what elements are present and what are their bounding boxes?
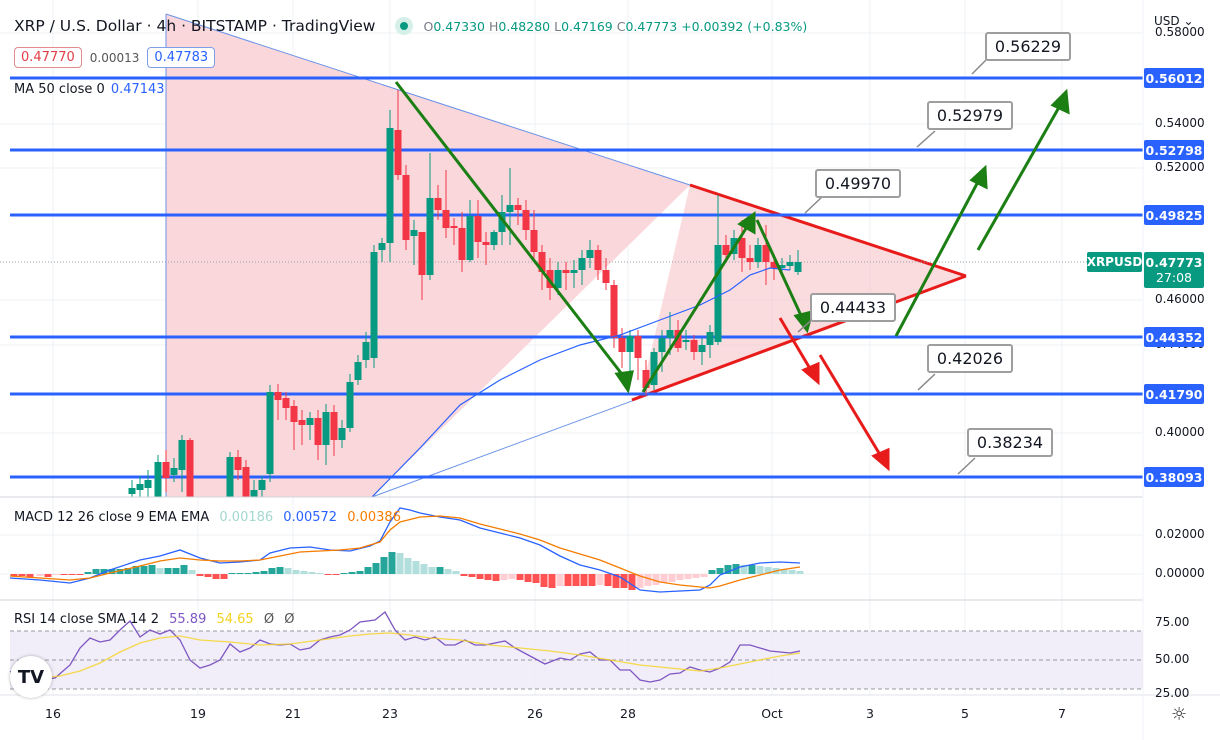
level-price-label: 0.38093 <box>1144 467 1204 487</box>
symbol-title[interactable]: XRP / U.S. Dollar · 4h · BITSTAMP · Trad… <box>14 17 376 35</box>
macd-histogram <box>10 552 804 590</box>
price-callout-box[interactable]: 0.38234 <box>967 428 1053 457</box>
rsi-tick: 50.00 <box>1155 652 1190 666</box>
price-callouts[interactable] <box>797 57 989 475</box>
rsi-line <box>9 611 801 683</box>
macd-line <box>9 507 801 593</box>
price-callout-box[interactable]: 0.44433 <box>810 293 896 322</box>
rsi-label: RSI 14 close SMA 14 2 <box>14 612 159 627</box>
current-price-label: 0.47773 27:08 <box>1144 252 1204 288</box>
price-tick: 0.46000 <box>1155 292 1205 306</box>
macd-signal-value: 0.00386 <box>347 510 401 525</box>
ohlc-values: O0.47330 H0.48280 L0.47169 C0.47773 +0.0… <box>423 18 808 34</box>
callout-0.49970 <box>804 196 823 214</box>
level-price-label: 0.49825 <box>1144 205 1204 225</box>
rsi-legend[interactable]: RSI 14 close SMA 14 2 55.89 54.65 Ø Ø <box>14 612 295 627</box>
price-tick: 0.58000 <box>1155 25 1205 39</box>
rsi-ma-value: 54.65 <box>216 612 254 627</box>
price-callout-box[interactable]: 0.49970 <box>815 169 901 198</box>
macd-label: MACD 12 26 close 9 EMA EMA <box>14 510 210 525</box>
buy-price-button[interactable]: 0.47783 <box>147 47 216 68</box>
callout-0.56229 <box>971 57 989 75</box>
settings-gear-icon[interactable]: ☼ <box>1171 704 1188 725</box>
macd-tick: 0.02000 <box>1155 527 1205 541</box>
macd-hist-value: 0.00186 <box>219 510 274 525</box>
symmetric-triangle[interactable] <box>632 185 966 400</box>
price-axis[interactable]: 0.580000.540000.520000.460000.440000.400… <box>1087 0 1220 700</box>
level-price-label: 0.44352 <box>1144 327 1204 347</box>
time-tick: 5 <box>961 706 969 721</box>
chart-title-row: XRP / U.S. Dollar · 4h · BITSTAMP · Trad… <box>14 17 807 35</box>
bullish-arrows[interactable] <box>394 81 1070 394</box>
sell-price-button[interactable]: 0.47770 <box>14 47 82 68</box>
ma-value: 0.47143 <box>110 82 165 97</box>
time-tick: 3 <box>866 706 874 721</box>
bearish-arrows[interactable] <box>778 317 890 472</box>
macd-legend[interactable]: MACD 12 26 close 9 EMA EMA 0.00186 0.005… <box>14 510 401 525</box>
time-tick: 26 <box>527 706 543 721</box>
time-tick: 28 <box>620 706 636 721</box>
rsi-tick: 25.00 <box>1155 686 1190 700</box>
callout-0.52979 <box>916 130 936 148</box>
price-tick: 0.54000 <box>1155 116 1205 130</box>
price-callout-box[interactable]: 0.56229 <box>985 32 1071 61</box>
horizontal-levels[interactable] <box>10 76 1143 479</box>
macd-tick: 0.00000 <box>1155 566 1205 580</box>
rsi-tick: 75.00 <box>1155 615 1190 629</box>
price-callout-box[interactable]: 0.42026 <box>927 344 1013 373</box>
spread-value: 0.00013 <box>89 50 140 65</box>
signal-line <box>9 515 801 589</box>
market-open-icon <box>395 17 414 35</box>
ma50-line <box>371 267 791 498</box>
level-price-label: 0.56012 <box>1144 68 1204 88</box>
rsi-ma-line <box>10 632 801 679</box>
time-tick: 23 <box>382 706 398 721</box>
time-tick: 19 <box>190 706 206 721</box>
price-tick: 0.40000 <box>1155 425 1205 439</box>
price-tick: 0.52000 <box>1155 160 1205 174</box>
ma-label: MA 50 close 0 <box>14 82 105 97</box>
time-tick: 21 <box>285 706 301 721</box>
level-price-label: 0.41790 <box>1144 384 1204 404</box>
tradingview-logo[interactable]: TV <box>10 656 52 698</box>
time-tick: Oct <box>761 706 783 721</box>
rsi-band <box>10 631 1143 689</box>
callout-0.38234 <box>957 457 976 475</box>
current-symbol-label: XRPUSD <box>1087 252 1142 272</box>
time-tick: 16 <box>45 706 61 721</box>
bid-ask-row: 0.47770 0.00013 0.47783 <box>14 47 216 68</box>
ma-legend[interactable]: MA 50 close 0 0.47143 <box>14 82 165 97</box>
price-callout-box[interactable]: 0.52979 <box>927 101 1013 130</box>
time-tick: 7 <box>1058 706 1066 721</box>
rsi-value: 55.89 <box>169 612 207 627</box>
currency-selector[interactable]: USD ⌄ <box>1154 14 1194 28</box>
macd-value: 0.00572 <box>283 510 338 525</box>
callout-0.42026 <box>917 373 936 391</box>
level-price-label: 0.52798 <box>1144 140 1204 160</box>
